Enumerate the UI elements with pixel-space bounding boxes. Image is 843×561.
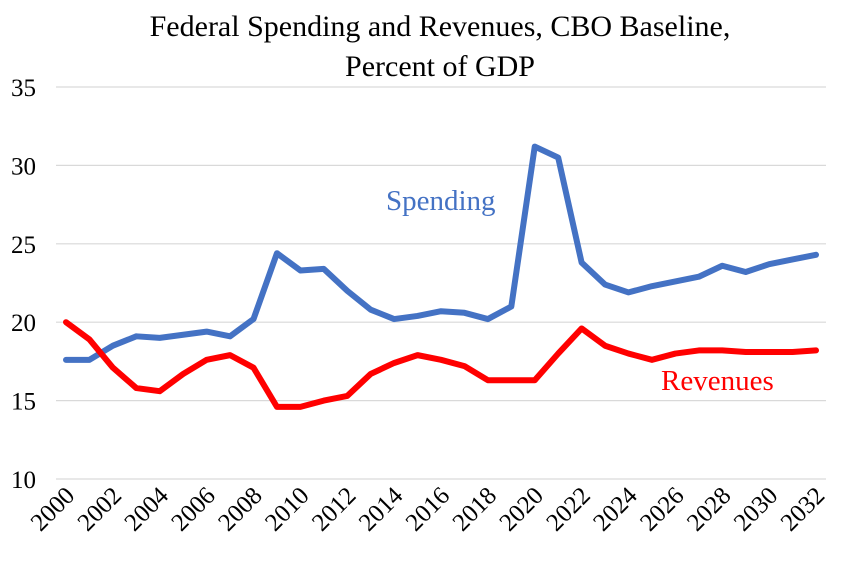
y-tick-label: 15 bbox=[11, 389, 36, 416]
series-lines bbox=[63, 143, 819, 410]
series-labels: Spending Revenues bbox=[386, 185, 774, 397]
x-tick-label: 2030 bbox=[729, 482, 783, 536]
x-tick-label: 2006 bbox=[166, 482, 220, 536]
y-tick-label: 35 bbox=[11, 75, 36, 102]
series-label-spending: Spending bbox=[386, 185, 496, 217]
y-tick-label: 25 bbox=[11, 232, 36, 259]
x-tick-label: 2022 bbox=[541, 482, 595, 536]
chart-title: Federal Spending and Revenues, CBO Basel… bbox=[150, 10, 731, 83]
x-tick-label: 2024 bbox=[588, 482, 643, 537]
x-tick-label: 2012 bbox=[307, 482, 361, 536]
y-tick-label: 10 bbox=[11, 467, 36, 494]
x-tick-label: 2032 bbox=[776, 482, 830, 536]
x-tick-label: 2026 bbox=[635, 482, 689, 536]
y-axis-ticks: 10 15 20 25 30 35 bbox=[11, 75, 36, 494]
gridlines bbox=[56, 86, 826, 480]
x-tick-label: 2004 bbox=[120, 482, 175, 537]
x-tick-label: 2010 bbox=[260, 482, 314, 536]
series-line-revenues bbox=[63, 319, 819, 410]
x-tick-label: 2028 bbox=[682, 482, 736, 536]
x-tick-label: 2020 bbox=[495, 482, 549, 536]
y-tick-label: 30 bbox=[11, 153, 36, 180]
x-axis-ticks: 2000200220042006200820102012201420162018… bbox=[26, 482, 830, 537]
chart-title-line-2: Percent of GDP bbox=[345, 50, 535, 83]
x-tick-label: 2008 bbox=[213, 482, 267, 536]
series-line-spending bbox=[63, 143, 819, 363]
x-tick-label: 2002 bbox=[73, 482, 127, 536]
series-label-revenues: Revenues bbox=[661, 365, 774, 397]
y-tick-label: 20 bbox=[11, 310, 36, 337]
x-tick-label: 2018 bbox=[448, 482, 502, 536]
chart-title-line-1: Federal Spending and Revenues, CBO Basel… bbox=[150, 10, 731, 43]
x-tick-label: 2016 bbox=[401, 482, 455, 536]
x-tick-label: 2014 bbox=[354, 482, 409, 537]
